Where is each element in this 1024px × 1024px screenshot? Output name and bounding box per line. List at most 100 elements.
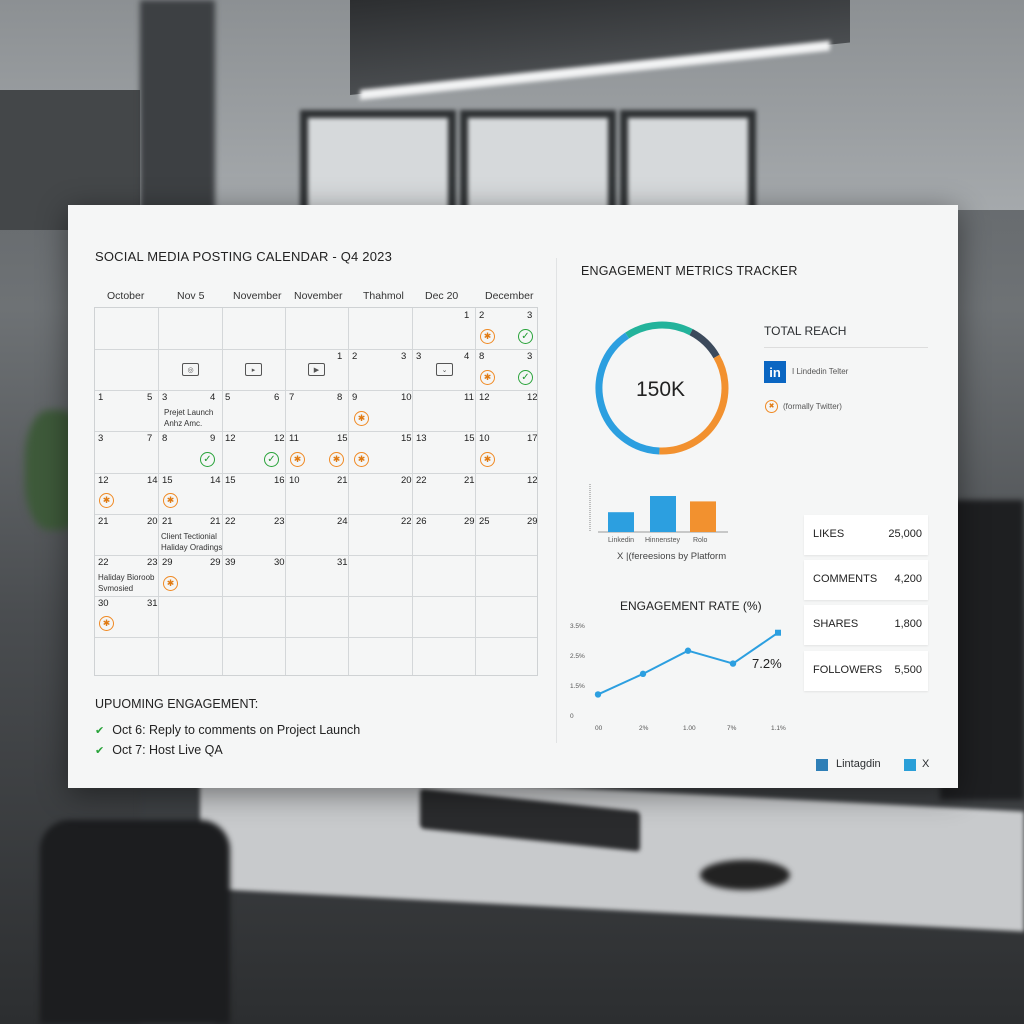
scheduled-post-icon[interactable]: ✱: [480, 452, 495, 467]
day-number[interactable]: 7: [147, 433, 153, 444]
day-number[interactable]: 26: [416, 516, 427, 527]
day-number[interactable]: 1: [337, 351, 343, 362]
video-clip-icon[interactable]: ▸: [245, 363, 262, 376]
day-number[interactable]: 24: [337, 516, 348, 527]
day-number[interactable]: 29: [162, 557, 173, 568]
day-number[interactable]: 29: [527, 516, 538, 527]
day-number[interactable]: 25: [479, 516, 490, 527]
day-number[interactable]: 22: [98, 557, 109, 568]
day-number[interactable]: 5: [225, 392, 231, 403]
day-number[interactable]: 21: [162, 516, 173, 527]
day-number[interactable]: 30: [98, 598, 109, 609]
play-video-icon[interactable]: ▶: [308, 363, 325, 376]
day-number[interactable]: 15: [337, 433, 348, 444]
day-number[interactable]: 9: [210, 433, 216, 444]
day-number[interactable]: 12: [98, 475, 109, 486]
day-number[interactable]: 12: [479, 392, 490, 403]
scheduled-post-icon[interactable]: ✱: [480, 329, 495, 344]
day-number[interactable]: 14: [210, 475, 221, 486]
day-number[interactable]: 4: [210, 392, 216, 403]
scheduled-post-icon[interactable]: ✱: [163, 493, 178, 508]
day-number[interactable]: 22: [225, 516, 236, 527]
published-check-icon[interactable]: ✓: [518, 370, 533, 385]
day-number[interactable]: 21: [210, 516, 221, 527]
day-number[interactable]: 23: [274, 516, 285, 527]
day-number[interactable]: 31: [337, 557, 348, 568]
scheduled-post-icon[interactable]: ✱: [354, 452, 369, 467]
day-number[interactable]: 22: [401, 516, 412, 527]
day-number[interactable]: 22: [416, 475, 427, 486]
scheduled-post-icon[interactable]: ✱: [354, 411, 369, 426]
scheduled-post-icon[interactable]: ✱: [163, 576, 178, 591]
day-number[interactable]: 1: [98, 392, 104, 403]
day-number[interactable]: 21: [464, 475, 475, 486]
day-number[interactable]: 20: [401, 475, 412, 486]
day-number[interactable]: 6: [274, 392, 280, 403]
linkedin-icon[interactable]: in: [764, 361, 786, 383]
day-number[interactable]: 11: [464, 392, 474, 403]
day-number[interactable]: 15: [225, 475, 236, 486]
upcoming-item[interactable]: ✔ Oct 6: Reply to comments on Project Lau…: [95, 723, 361, 737]
calendar-event[interactable]: Haliday Bioroob: [98, 573, 155, 582]
day-number[interactable]: 3: [527, 351, 533, 362]
day-number[interactable]: 29: [210, 557, 221, 568]
day-number[interactable]: 15: [401, 433, 412, 444]
likes-card[interactable]: LIKES 25,000: [804, 515, 928, 555]
scheduled-post-icon[interactable]: ✱: [329, 452, 344, 467]
day-number[interactable]: 10: [289, 475, 300, 486]
day-number[interactable]: 15: [464, 433, 475, 444]
day-number[interactable]: 8: [162, 433, 168, 444]
day-number[interactable]: 8: [479, 351, 485, 362]
day-number[interactable]: 15: [162, 475, 173, 486]
day-number[interactable]: 29: [464, 516, 475, 527]
day-number[interactable]: 1: [464, 310, 470, 321]
day-number[interactable]: 20: [147, 516, 158, 527]
day-number[interactable]: 11: [289, 433, 299, 444]
scheduled-post-icon[interactable]: ✱: [480, 370, 495, 385]
day-number[interactable]: 31: [147, 598, 158, 609]
calendar-event[interactable]: Prejet Launch: [164, 408, 214, 417]
day-number[interactable]: 12: [274, 433, 285, 444]
image-icon[interactable]: ⌄: [436, 363, 453, 376]
day-number[interactable]: 12: [527, 392, 538, 403]
day-number[interactable]: 2: [352, 351, 358, 362]
day-number[interactable]: 30: [274, 557, 285, 568]
published-check-icon[interactable]: ✓: [264, 452, 279, 467]
calendar-event[interactable]: Client Tectionial: [161, 532, 217, 541]
camera-icon[interactable]: ◎: [182, 363, 199, 376]
day-number[interactable]: 5: [147, 392, 153, 403]
x-platform-icon[interactable]: ✖: [765, 400, 778, 413]
published-check-icon[interactable]: ✓: [518, 329, 533, 344]
day-number[interactable]: 21: [337, 475, 348, 486]
day-number[interactable]: 12: [225, 433, 236, 444]
comments-card[interactable]: COMMENTS 4,200: [804, 560, 928, 600]
published-check-icon[interactable]: ✓: [200, 452, 215, 467]
day-number[interactable]: 3: [416, 351, 422, 362]
day-number[interactable]: 4: [464, 351, 470, 362]
day-number[interactable]: 10: [479, 433, 490, 444]
day-number[interactable]: 9: [352, 392, 358, 403]
day-number[interactable]: 13: [416, 433, 427, 444]
day-number[interactable]: 17: [527, 433, 538, 444]
day-number[interactable]: 14: [147, 475, 158, 486]
day-number[interactable]: 3: [527, 310, 533, 321]
upcoming-item[interactable]: ✔ Oct 7: Host Live QA: [95, 743, 223, 757]
day-number[interactable]: 21: [98, 516, 109, 527]
scheduled-post-icon[interactable]: ✱: [99, 493, 114, 508]
scheduled-post-icon[interactable]: ✱: [99, 616, 114, 631]
day-number[interactable]: 39: [225, 557, 236, 568]
day-number[interactable]: 10: [401, 392, 412, 403]
scheduled-post-icon[interactable]: ✱: [290, 452, 305, 467]
day-number[interactable]: 8: [337, 392, 343, 403]
day-number[interactable]: 23: [147, 557, 158, 568]
shares-card[interactable]: SHARES 1,800: [804, 605, 928, 645]
day-number[interactable]: 3: [162, 392, 168, 403]
day-number[interactable]: 16: [274, 475, 285, 486]
day-number[interactable]: 3: [401, 351, 407, 362]
followers-card[interactable]: FOLLOWERS 5,500: [804, 651, 928, 691]
day-number[interactable]: 12: [527, 475, 538, 486]
day-number[interactable]: 2: [479, 310, 485, 321]
platform-label: (formally Twitter): [783, 402, 842, 411]
day-number[interactable]: 7: [289, 392, 295, 403]
day-number[interactable]: 3: [98, 433, 104, 444]
